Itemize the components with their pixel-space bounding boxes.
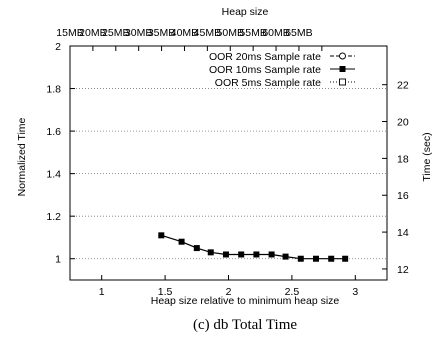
y-tick-label: 1.8 bbox=[46, 84, 61, 96]
data-point bbox=[328, 255, 335, 262]
x2-tick-label: 45MB bbox=[194, 27, 221, 39]
y2-tick-label: 12 bbox=[397, 264, 409, 276]
x2-tick-label: 25MB bbox=[102, 27, 129, 39]
y2-tick-label: 18 bbox=[397, 153, 409, 165]
y2-tick-label: 14 bbox=[397, 227, 409, 239]
data-point bbox=[158, 232, 165, 239]
y-axis-title: Normalized Time bbox=[16, 117, 28, 196]
x2-tick-label: 20MB bbox=[79, 27, 106, 39]
y-tick-label: 1.2 bbox=[46, 211, 61, 223]
x2-tick-label: 40MB bbox=[171, 27, 198, 39]
x-axis-title: Heap size relative to minimum heap size bbox=[151, 295, 340, 307]
y2-axis-title: Time (sec) bbox=[421, 132, 433, 181]
legend-label: OOR 10ms Sample rate bbox=[209, 64, 321, 76]
y2-tick-label: 16 bbox=[397, 190, 409, 202]
x-tick-label: 1.5 bbox=[158, 286, 173, 298]
legend-label: OOR 5ms Sample rate bbox=[215, 77, 321, 89]
series-marks bbox=[158, 232, 349, 262]
data-point bbox=[253, 251, 260, 258]
data-point bbox=[238, 251, 245, 258]
x2-tick-label: 30MB bbox=[125, 27, 152, 39]
y-tick-label: 2 bbox=[55, 41, 61, 53]
x2-axis-title: Heap size bbox=[222, 6, 269, 18]
x2-tick-label: 55MB bbox=[239, 27, 266, 39]
x-tick-label: 2.5 bbox=[285, 286, 300, 298]
x2-tick-label: 60MB bbox=[262, 27, 289, 39]
x2-tick-label: 15MB bbox=[56, 27, 83, 39]
y2-tick-label: 22 bbox=[397, 80, 409, 92]
data-point bbox=[222, 251, 229, 258]
data-point bbox=[207, 249, 214, 256]
series-line-2 bbox=[161, 234, 346, 260]
axis-ticks bbox=[69, 45, 387, 280]
y-tick-label: 1 bbox=[55, 254, 61, 266]
legend-marker bbox=[339, 66, 346, 72]
data-point bbox=[342, 255, 349, 262]
figure-caption: (c) db Total Time bbox=[193, 317, 297, 333]
data-point bbox=[268, 251, 275, 258]
data-point bbox=[193, 245, 200, 252]
legend-label: OOR 20ms Sample rate bbox=[209, 51, 321, 63]
y-tick-label: 1.4 bbox=[46, 169, 61, 181]
data-point bbox=[297, 255, 304, 262]
data-point bbox=[282, 253, 289, 260]
x2-tick-label: 50MB bbox=[217, 27, 244, 39]
legend-marker bbox=[339, 52, 346, 60]
y2-tick-label: 20 bbox=[397, 117, 409, 129]
grid-lines bbox=[70, 88, 387, 260]
y-tick-label: 1.6 bbox=[46, 126, 61, 138]
x-tick-label: 2 bbox=[226, 286, 232, 298]
data-point bbox=[312, 255, 319, 262]
x2-tick-label: 65MB bbox=[285, 27, 312, 39]
x-tick-label: 1 bbox=[99, 286, 105, 298]
x2-tick-label: 35MB bbox=[148, 27, 175, 39]
legend-marker bbox=[339, 78, 346, 86]
x-tick-label: 3 bbox=[352, 286, 358, 298]
data-point bbox=[178, 238, 185, 245]
